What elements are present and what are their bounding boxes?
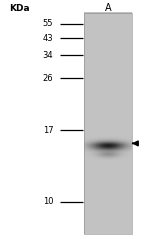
Text: 34: 34 (43, 51, 53, 60)
Text: 55: 55 (43, 19, 53, 28)
Text: 43: 43 (43, 34, 53, 43)
Text: 26: 26 (43, 74, 53, 83)
Text: A: A (105, 3, 111, 13)
Text: 17: 17 (43, 126, 53, 135)
Text: 10: 10 (43, 197, 53, 206)
Bar (84, 13, 132, 234)
Text: KDa: KDa (9, 4, 30, 13)
